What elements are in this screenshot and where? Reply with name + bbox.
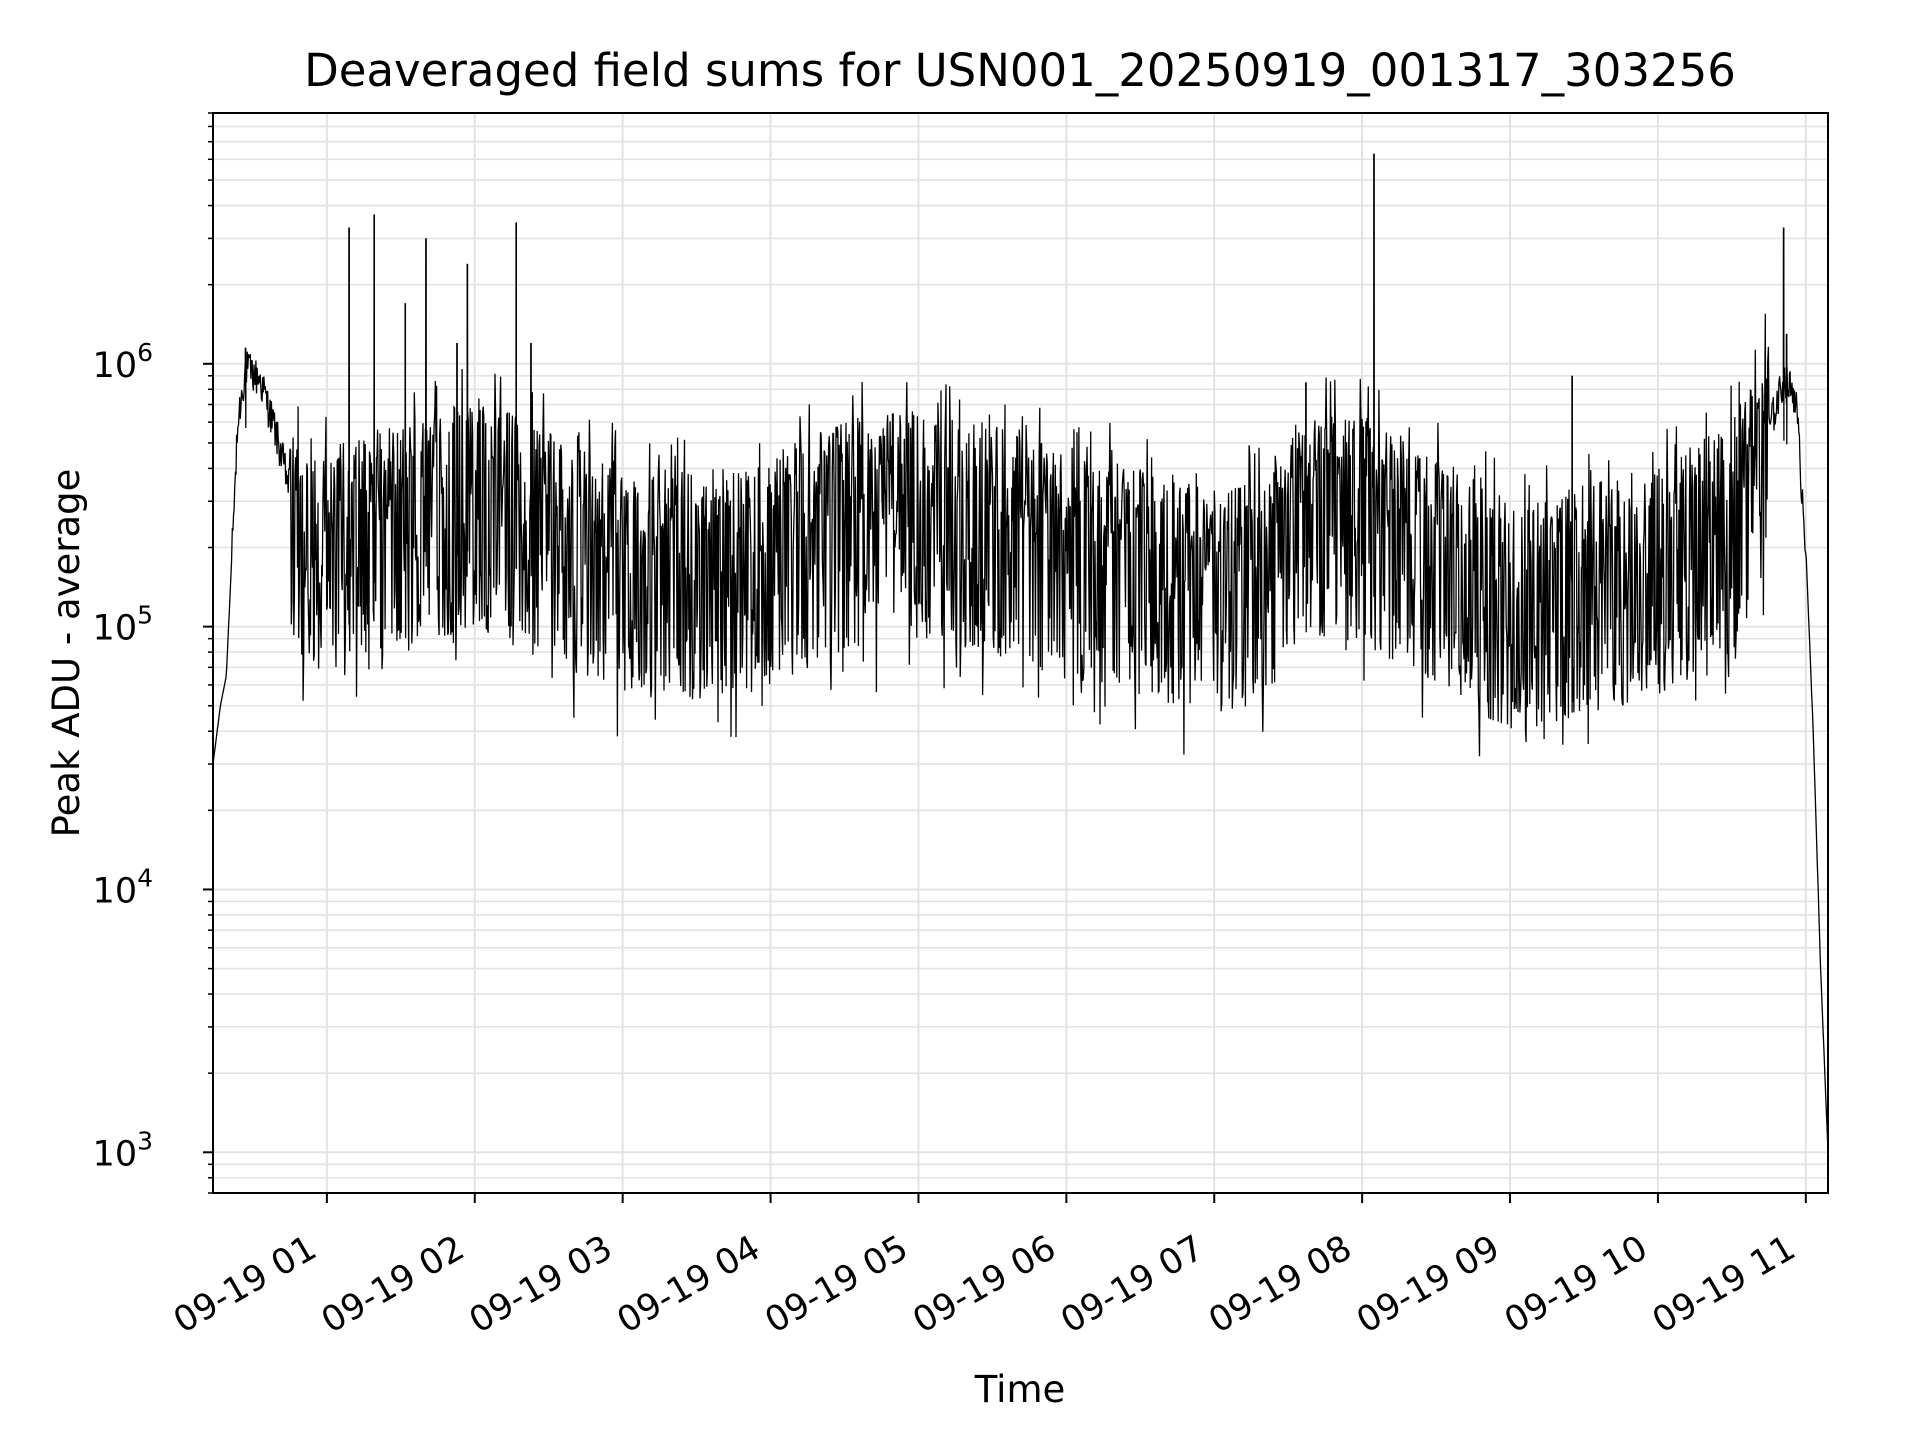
axes-frame — [212, 112, 1829, 1194]
y-tick-label: 104 — [93, 863, 153, 911]
series-line — [212, 153, 1829, 1153]
x-axis-label: Time — [974, 1368, 1066, 1411]
chart-title: Deaveraged field sums for USN001_2025091… — [304, 44, 1736, 97]
series-group — [212, 153, 1829, 1153]
y-tick-label: 103 — [93, 1126, 153, 1174]
y-tick-label: 105 — [93, 601, 153, 649]
y-tick-label: 106 — [93, 338, 153, 386]
y-axis-label: Peak ADU - average — [45, 469, 88, 838]
